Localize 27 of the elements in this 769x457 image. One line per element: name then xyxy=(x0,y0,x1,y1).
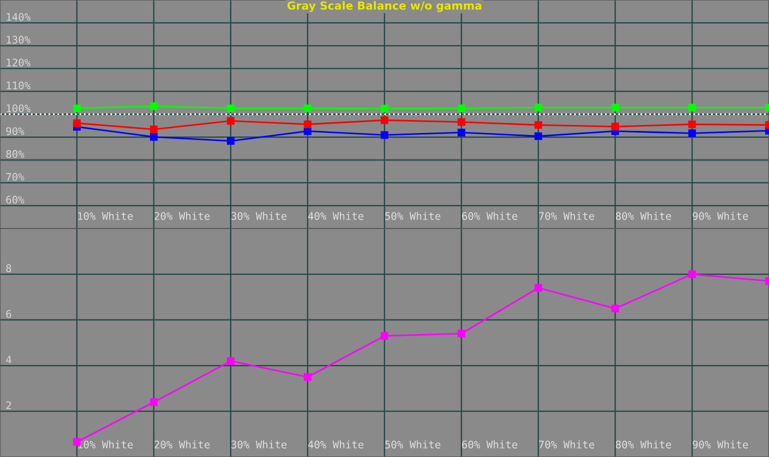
y-tick-label: 4 xyxy=(6,356,12,364)
x-tick-label: 10% White xyxy=(78,212,133,220)
y-tick-label: 70% xyxy=(6,172,24,181)
x-tick-label: 50% White xyxy=(385,212,440,220)
y-tick-label: 120% xyxy=(6,58,30,67)
chart-title: Gray Scale Balance w/o gamma xyxy=(287,1,482,12)
y-tick-label: 2 xyxy=(6,401,11,410)
y-tick-label: 140% xyxy=(6,12,30,21)
y-tick-label: 60% xyxy=(6,196,24,204)
x-tick-label: 40% White xyxy=(308,212,364,220)
y-tick-label: 90% xyxy=(6,127,24,136)
x-tick-label: 40% White xyxy=(308,440,364,448)
x-tick-label: 50% White xyxy=(385,440,440,448)
x-tick-label: 90% White xyxy=(692,212,748,220)
y-tick-label: 8 xyxy=(6,264,12,272)
y-tick-label: 110% xyxy=(6,82,30,90)
x-tick-label: 20% White xyxy=(154,440,210,448)
x-tick-label: 70% White xyxy=(539,212,594,220)
y-tick-label: 80% xyxy=(6,150,24,158)
x-tick-label: 70% White xyxy=(539,440,594,448)
x-tick-label: 60% White xyxy=(462,212,518,220)
x-tick-label: 90% White xyxy=(692,440,748,448)
y-tick-label: 6 xyxy=(6,310,12,318)
x-tick-label: 20% White xyxy=(154,212,210,220)
y-tick-label: 100% xyxy=(6,104,30,112)
x-tick-label: 60% White xyxy=(462,440,518,448)
y-tick-label: 130% xyxy=(6,36,30,44)
